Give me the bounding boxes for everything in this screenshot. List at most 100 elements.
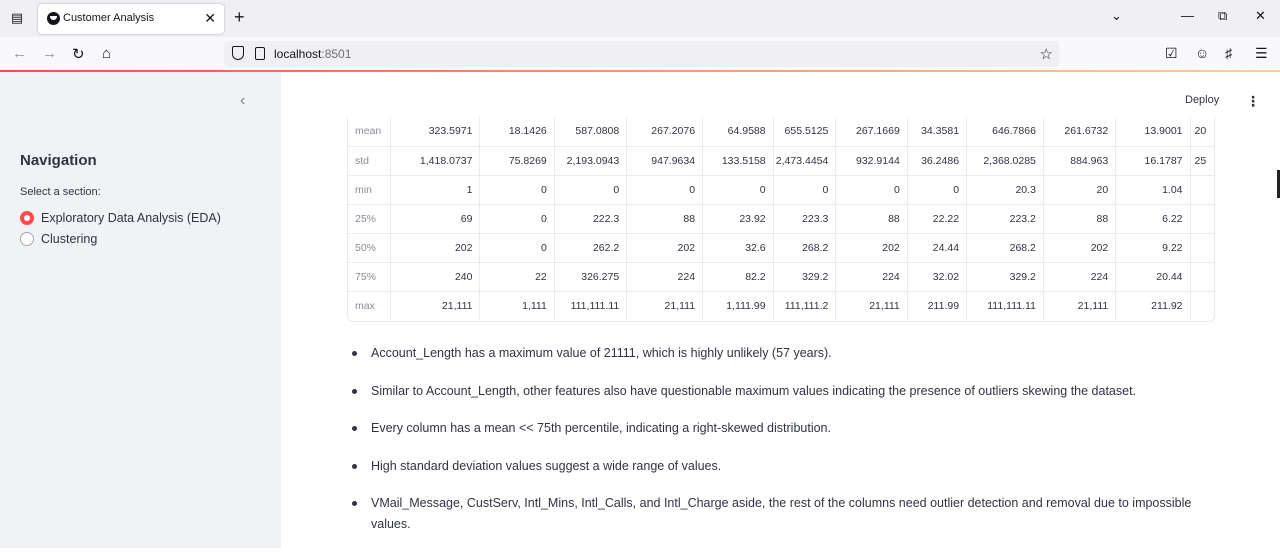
table-cell[interactable]: 88 bbox=[835, 204, 908, 234]
reload-icon[interactable]: ↻ bbox=[72, 46, 85, 63]
deploy-button[interactable]: Deploy bbox=[1185, 94, 1220, 106]
table-cell[interactable]: 211.92 bbox=[1115, 291, 1191, 320]
table-cell[interactable]: 323.5971 bbox=[390, 117, 481, 147]
table-cell[interactable]: 1,111 bbox=[479, 291, 555, 320]
table-cell[interactable]: 1,111.99 bbox=[702, 291, 774, 320]
table-cell[interactable]: 88 bbox=[626, 204, 704, 234]
list-all-tabs-chevron-icon[interactable]: ⌄ bbox=[1111, 8, 1122, 23]
table-cell[interactable]: 646.7866 bbox=[966, 117, 1044, 147]
table-cell[interactable]: 0 bbox=[626, 175, 704, 205]
table-cell[interactable]: 202 bbox=[390, 233, 481, 263]
radio-option-clustering[interactable]: Clustering bbox=[20, 230, 97, 248]
account-icon[interactable]: ☺ bbox=[1195, 45, 1210, 61]
table-cell[interactable]: 0 bbox=[479, 204, 555, 234]
table-cell[interactable]: 20 bbox=[1190, 117, 1214, 147]
table-cell[interactable]: 9.22 bbox=[1115, 233, 1191, 263]
table-cell[interactable]: 240 bbox=[390, 262, 481, 292]
extensions-icon[interactable]: ♯ bbox=[1225, 45, 1232, 61]
table-cell[interactable]: 0 bbox=[479, 233, 555, 263]
table-cell[interactable]: 64.9588 bbox=[702, 117, 774, 147]
table-cell[interactable]: 20 bbox=[1043, 175, 1117, 205]
describe-stats-table[interactable]: mean 323.5971 18.1426 587.0808 267.2076 64.95… bbox=[347, 117, 1215, 322]
table-cell[interactable]: 326.275 bbox=[554, 262, 628, 292]
table-cell[interactable]: 18.1426 bbox=[479, 117, 555, 147]
table-cell[interactable]: 884.963 bbox=[1043, 146, 1117, 176]
radio-unselected-icon[interactable] bbox=[20, 232, 34, 246]
collapse-sidebar-chevron-icon[interactable]: ‹ bbox=[240, 92, 246, 109]
table-cell[interactable]: 0 bbox=[773, 175, 837, 205]
new-tab-icon[interactable]: + bbox=[234, 7, 245, 27]
table-cell[interactable]: 655.5125 bbox=[773, 117, 837, 147]
table-cell[interactable]: 2,368.0285 bbox=[966, 146, 1044, 176]
radio-option-eda[interactable]: Exploratory Data Analysis (EDA) bbox=[20, 209, 221, 227]
table-cell[interactable] bbox=[1190, 233, 1214, 263]
table-cell[interactable]: 0 bbox=[479, 175, 555, 205]
table-cell[interactable]: 267.1669 bbox=[835, 117, 908, 147]
table-cell[interactable]: 1,418.0737 bbox=[390, 146, 481, 176]
table-cell[interactable]: 0 bbox=[835, 175, 908, 205]
table-cell[interactable]: 22.22 bbox=[907, 204, 968, 234]
restore-window-icon[interactable]: ⧉ bbox=[1218, 8, 1228, 23]
table-cell[interactable]: 69 bbox=[390, 204, 481, 234]
table-cell[interactable]: 32.6 bbox=[702, 233, 774, 263]
table-cell[interactable]: 202 bbox=[626, 233, 704, 263]
table-cell[interactable]: 1 bbox=[390, 175, 481, 205]
table-cell[interactable]: 223.3 bbox=[773, 204, 837, 234]
table-cell[interactable]: 268.2 bbox=[773, 233, 837, 263]
table-cell[interactable]: 32.02 bbox=[907, 262, 968, 292]
bookmark-star-icon[interactable]: ☆ bbox=[1039, 46, 1053, 63]
table-cell[interactable]: 329.2 bbox=[773, 262, 837, 292]
table-cell[interactable]: 111,111.11 bbox=[966, 291, 1044, 320]
table-cell[interactable]: 21,111 bbox=[835, 291, 908, 320]
table-cell[interactable] bbox=[1190, 204, 1214, 234]
table-cell[interactable]: 223.2 bbox=[966, 204, 1044, 234]
back-arrow-icon[interactable]: ← bbox=[12, 45, 27, 62]
table-cell[interactable]: 34.3581 bbox=[907, 117, 968, 147]
pocket-icon[interactable]: ☑ bbox=[1165, 45, 1178, 61]
app-menu-icon[interactable]: ☰ bbox=[1255, 45, 1268, 61]
table-cell[interactable]: 587.0808 bbox=[554, 117, 628, 147]
address-bar[interactable]: localhost:8501 ☆ bbox=[224, 41, 1059, 67]
table-cell[interactable]: 224 bbox=[835, 262, 908, 292]
table-cell[interactable]: 211.99 bbox=[907, 291, 968, 320]
table-cell[interactable]: 0 bbox=[907, 175, 968, 205]
table-cell[interactable]: 2,193.0943 bbox=[554, 146, 628, 176]
table-cell[interactable]: 111,111.2 bbox=[773, 291, 837, 320]
table-cell[interactable]: 262.2 bbox=[554, 233, 628, 263]
table-cell[interactable]: 75.8269 bbox=[479, 146, 555, 176]
table-cell[interactable]: 23.92 bbox=[702, 204, 774, 234]
table-cell[interactable]: 25 bbox=[1190, 146, 1214, 176]
table-cell[interactable] bbox=[1190, 262, 1214, 292]
table-cell[interactable]: 21,111 bbox=[1043, 291, 1117, 320]
table-cell[interactable]: 329.2 bbox=[966, 262, 1044, 292]
table-cell[interactable] bbox=[1190, 175, 1214, 205]
table-cell[interactable]: 202 bbox=[1043, 233, 1117, 263]
table-cell[interactable]: 20.3 bbox=[966, 175, 1044, 205]
table-cell[interactable]: 0 bbox=[702, 175, 774, 205]
table-cell[interactable]: 20.44 bbox=[1115, 262, 1191, 292]
main-menu-kebab-icon[interactable]: ⋮ bbox=[1246, 93, 1260, 109]
browser-tab[interactable]: Customer Analysis ✕ bbox=[38, 4, 224, 34]
table-cell[interactable]: 224 bbox=[1043, 262, 1117, 292]
table-cell[interactable]: 21,111 bbox=[390, 291, 481, 320]
table-cell[interactable]: 6.22 bbox=[1115, 204, 1191, 234]
page-info-icon[interactable] bbox=[255, 47, 265, 60]
table-cell[interactable]: 133.5158 bbox=[702, 146, 774, 176]
table-cell[interactable]: 222.3 bbox=[554, 204, 628, 234]
table-cell[interactable]: 0 bbox=[554, 175, 628, 205]
tracking-protection-shield-icon[interactable] bbox=[232, 46, 244, 60]
table-cell[interactable]: 16.1787 bbox=[1115, 146, 1191, 176]
table-cell[interactable]: 111,111.11 bbox=[554, 291, 628, 320]
tab-list-icon[interactable]: ▤ bbox=[10, 10, 24, 25]
table-cell[interactable]: 947.9634 bbox=[626, 146, 704, 176]
table-cell[interactable]: 1.04 bbox=[1115, 175, 1191, 205]
table-cell[interactable]: 13.9001 bbox=[1115, 117, 1191, 147]
scrollbar-thumb[interactable] bbox=[1277, 170, 1280, 198]
table-cell[interactable]: 224 bbox=[626, 262, 704, 292]
minimize-window-icon[interactable]: — bbox=[1181, 8, 1194, 23]
table-cell[interactable]: 82.2 bbox=[702, 262, 774, 292]
table-cell[interactable]: 202 bbox=[835, 233, 908, 263]
forward-arrow-icon[interactable]: → bbox=[42, 45, 57, 62]
url-text[interactable]: localhost:8501 bbox=[274, 47, 351, 61]
table-cell[interactable]: 24.44 bbox=[907, 233, 968, 263]
